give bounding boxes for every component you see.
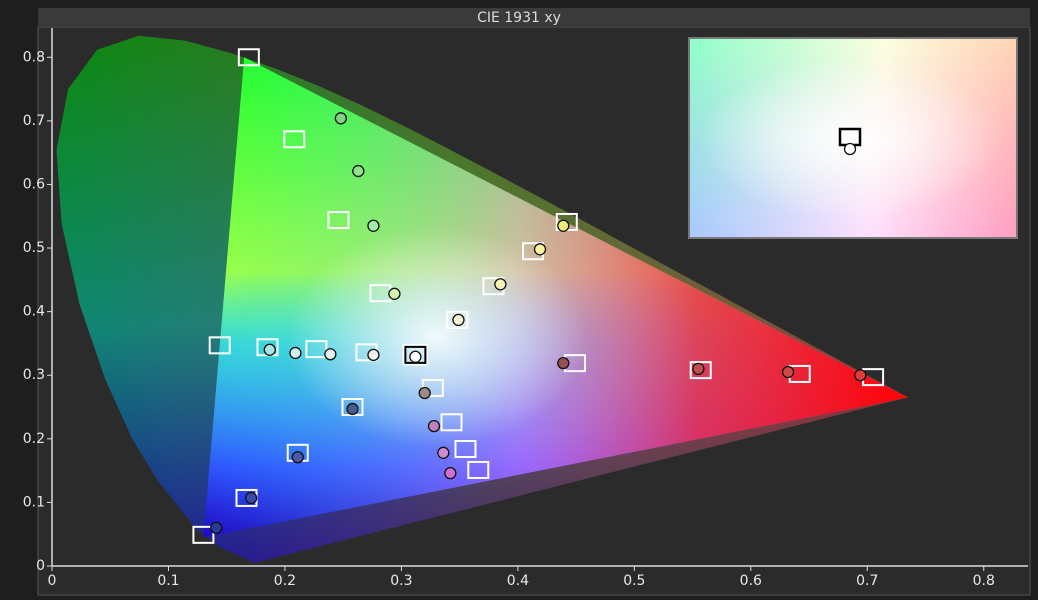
x-tick-label: 0.4 — [507, 573, 529, 589]
y-tick-label: 0.1 — [23, 494, 45, 510]
measured-point — [692, 362, 705, 376]
y-tick-label: 0.2 — [23, 431, 45, 447]
x-tick-label: 0.1 — [157, 573, 179, 589]
inset-glow — [700, 60, 1000, 220]
y-tick-label: 0 — [36, 558, 45, 574]
inset-frame — [688, 37, 1018, 239]
measured-point — [533, 243, 547, 256]
y-tick-label: 0.4 — [23, 304, 45, 320]
target-square — [283, 130, 306, 149]
measured-point — [367, 219, 380, 232]
x-tick-label: 0.7 — [856, 573, 878, 589]
measured-point — [557, 219, 570, 232]
y-tick-label: 0.6 — [23, 176, 45, 192]
x-tick-label: 0 — [48, 573, 57, 589]
measured-point — [245, 491, 258, 505]
x-tick-label: 0.3 — [390, 573, 412, 589]
measured-point — [334, 112, 347, 125]
target-square — [327, 211, 350, 230]
measured-point — [367, 348, 380, 362]
target-square — [454, 439, 477, 458]
measured-point — [781, 365, 795, 379]
measured-point — [324, 348, 337, 361]
y-tick-label: 0.5 — [23, 240, 45, 256]
measured-point — [494, 278, 507, 291]
measured-point — [427, 419, 441, 433]
inset — [688, 37, 1018, 239]
inset-measured-point — [843, 142, 857, 156]
target-square — [305, 340, 328, 359]
y-tick-label: 0.8 — [23, 49, 45, 65]
y-tick-label: 0.3 — [23, 367, 45, 383]
measured-point — [437, 446, 450, 459]
target-square — [440, 413, 463, 432]
target-square — [237, 48, 260, 67]
x-tick-label: 0.6 — [740, 573, 762, 589]
measured-point — [418, 386, 431, 400]
measured-point — [557, 356, 570, 370]
measured-point — [444, 467, 457, 480]
target-square — [208, 336, 231, 355]
y-tick-label: 0.7 — [23, 113, 45, 129]
x-tick-label: 0.2 — [274, 573, 296, 589]
target-square-outline — [402, 344, 429, 366]
chart-title: CIE 1931 xy — [477, 10, 561, 26]
measured-point — [352, 164, 365, 178]
target-square — [689, 361, 712, 380]
target-square — [446, 310, 469, 329]
measured-point — [289, 346, 302, 360]
measured-point — [452, 313, 465, 327]
x-tick-label: 0.8 — [973, 573, 995, 589]
measured-point — [346, 402, 359, 416]
gamut-glow — [286, 227, 587, 448]
title-bar — [38, 8, 1030, 26]
x-tick-label: 0.5 — [623, 573, 645, 589]
measured-point — [388, 287, 401, 300]
target-square — [192, 525, 215, 544]
measured-point — [409, 350, 422, 363]
measured-point — [210, 521, 223, 534]
target-square — [467, 460, 490, 479]
measured-point — [263, 343, 276, 356]
measured-point — [291, 451, 304, 464]
measured-point — [854, 369, 867, 382]
